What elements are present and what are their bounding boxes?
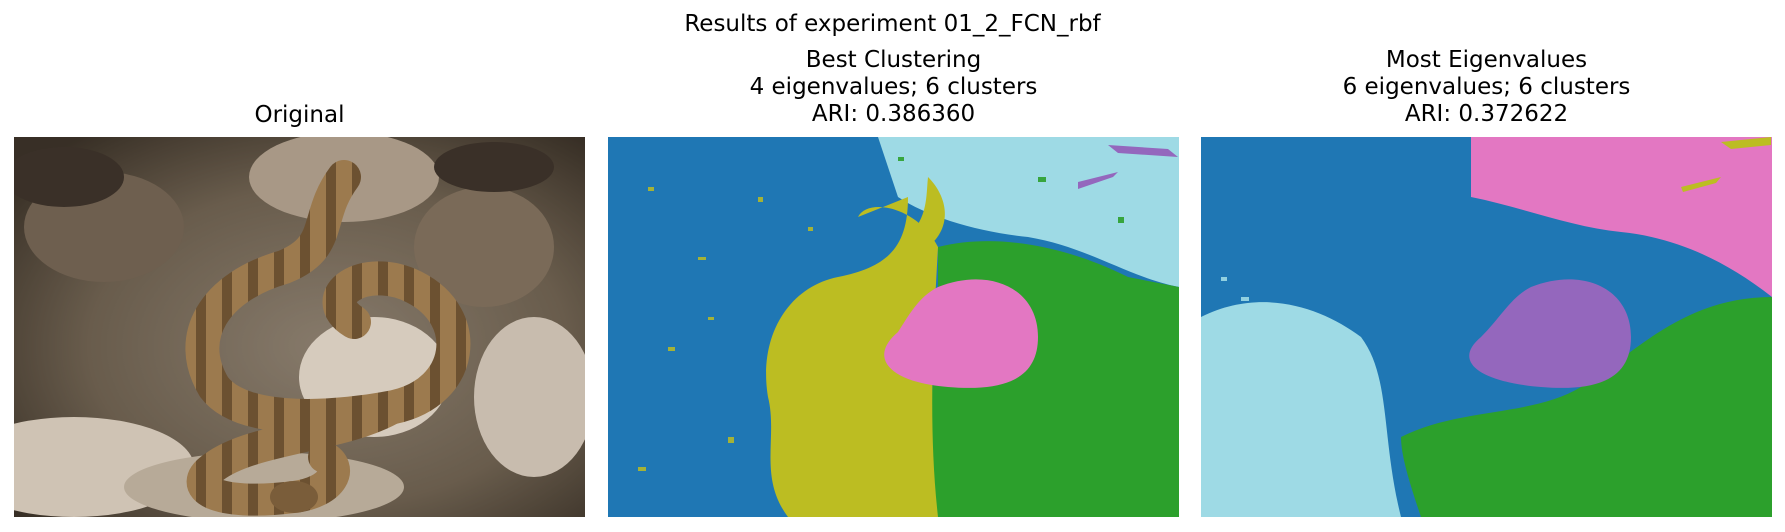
best-clustering-segmentation <box>608 137 1179 517</box>
figure-suptitle: Results of experiment 01_2_FCN_rbf <box>684 11 1101 37</box>
most-eigenvalues-panel <box>1201 137 1772 517</box>
panel-title-line: ARI: 0.386360 <box>811 101 976 127</box>
original-image-panel <box>14 137 585 517</box>
panel-title-line: Original <box>254 102 345 128</box>
panel-title-line: Most Eigenvalues <box>1385 47 1588 73</box>
panel-title-original: Original <box>14 102 585 129</box>
best-clustering-panel <box>608 137 1179 517</box>
most-eigenvalues-segmentation <box>1201 137 1772 517</box>
panel-title-most-eigenvalues: Most Eigenvalues 6 eigenvalues; 6 cluste… <box>1201 47 1772 128</box>
snake-photo <box>14 137 585 517</box>
panel-title-line: 4 eigenvalues; 6 clusters <box>749 74 1038 100</box>
panel-title-line: ARI: 0.372622 <box>1404 101 1569 127</box>
panel-title-best-clustering: Best Clustering 4 eigenvalues; 6 cluster… <box>608 47 1179 128</box>
panel-title-line: Best Clustering <box>805 47 982 73</box>
panel-title-line: 6 eigenvalues; 6 clusters <box>1342 74 1631 100</box>
